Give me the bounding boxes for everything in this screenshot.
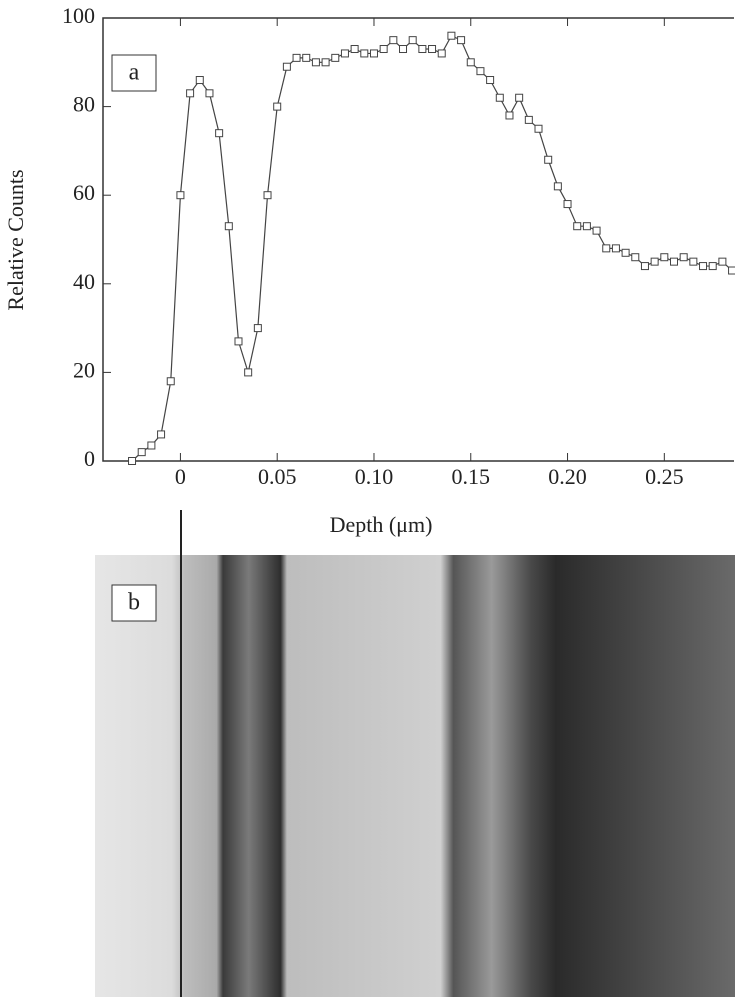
data-marker: [621, 248, 630, 257]
data-marker: [553, 182, 562, 191]
y-axis-label: Relative Counts: [3, 169, 28, 310]
panel-a-box: [111, 54, 157, 92]
data-marker: [292, 53, 301, 62]
data-marker: [689, 257, 698, 266]
data-marker: [534, 124, 543, 133]
y-tick-label: 100: [62, 3, 95, 28]
y-tick-label: 20: [73, 357, 95, 382]
data-marker: [166, 377, 175, 386]
x-axis-label: Depth (μm): [330, 512, 433, 537]
y-tick-label: 80: [73, 92, 95, 117]
data-marker: [524, 115, 533, 124]
data-marker: [428, 45, 437, 54]
panel-label: b: [128, 590, 140, 616]
data-marker: [631, 253, 640, 262]
axis-frame: [102, 17, 734, 462]
data-marker: [650, 257, 659, 266]
data-marker: [195, 76, 204, 85]
data-marker: [699, 262, 708, 271]
data-marker: [408, 36, 417, 45]
data-marker: [437, 49, 446, 58]
data-marker: [495, 93, 504, 102]
y-tick-label: 40: [73, 269, 95, 294]
data-marker: [340, 49, 349, 58]
data-marker: [234, 337, 243, 346]
data-marker: [457, 36, 466, 45]
data-marker: [476, 67, 485, 76]
x-tick-label: 0.20: [548, 464, 587, 489]
data-line: [131, 34, 733, 462]
data-marker: [224, 222, 233, 231]
data-marker: [592, 226, 601, 235]
y-tick-label: 0: [84, 446, 95, 471]
data-marker: [302, 53, 311, 62]
data-marker: [640, 262, 649, 271]
data-marker: [466, 58, 475, 67]
x-tick-label: 0.15: [452, 464, 491, 489]
data-marker: [273, 102, 282, 111]
data-marker: [728, 266, 735, 275]
data-marker: [515, 93, 524, 102]
data-marker: [447, 31, 456, 40]
data-marker: [573, 222, 582, 231]
data-marker: [311, 58, 320, 67]
data-marker: [718, 257, 727, 266]
data-marker: [186, 89, 195, 98]
y-tick-label: 60: [73, 180, 95, 205]
x-tick-label: 0.10: [355, 464, 394, 489]
data-marker: [282, 62, 291, 71]
data-marker: [582, 222, 591, 231]
data-marker: [147, 441, 156, 450]
data-marker: [669, 257, 678, 266]
data-marker: [379, 45, 388, 54]
data-marker: [679, 253, 688, 262]
panel-label: a: [129, 60, 140, 86]
data-marker: [205, 89, 214, 98]
data-marker: [611, 244, 620, 253]
data-marker: [128, 457, 137, 465]
data-marker: [263, 191, 272, 200]
data-marker: [253, 324, 262, 333]
x-tick-label: 0: [175, 464, 186, 489]
x-tick-label: 0.25: [645, 464, 684, 489]
data-marker: [505, 111, 514, 120]
data-marker: [360, 49, 369, 58]
data-marker: [602, 244, 611, 253]
data-marker: [331, 53, 340, 62]
plot: 0 20 40 60 80 100 0 0.05 0.10 0.15 0.20 0.25: [62, 3, 735, 489]
x-tick-label: 0.05: [258, 464, 297, 489]
data-marker: [137, 448, 146, 457]
data-marker: [708, 262, 717, 271]
data-marker: [563, 200, 572, 209]
data-marker: [418, 45, 427, 54]
data-marker: [660, 253, 669, 262]
micrograph: [95, 555, 735, 997]
data-marker: [399, 45, 408, 54]
data-marker: [321, 58, 330, 67]
data-marker: [215, 129, 224, 138]
data-marker: [350, 45, 359, 54]
data-marker: [544, 155, 553, 164]
data-marker: [486, 76, 495, 85]
data-marker: [157, 430, 166, 439]
data-marker: [389, 36, 398, 45]
data-marker: [244, 368, 253, 377]
panel-b-box: [111, 584, 157, 622]
data-marker: [369, 49, 378, 58]
data-marker: [176, 191, 185, 200]
